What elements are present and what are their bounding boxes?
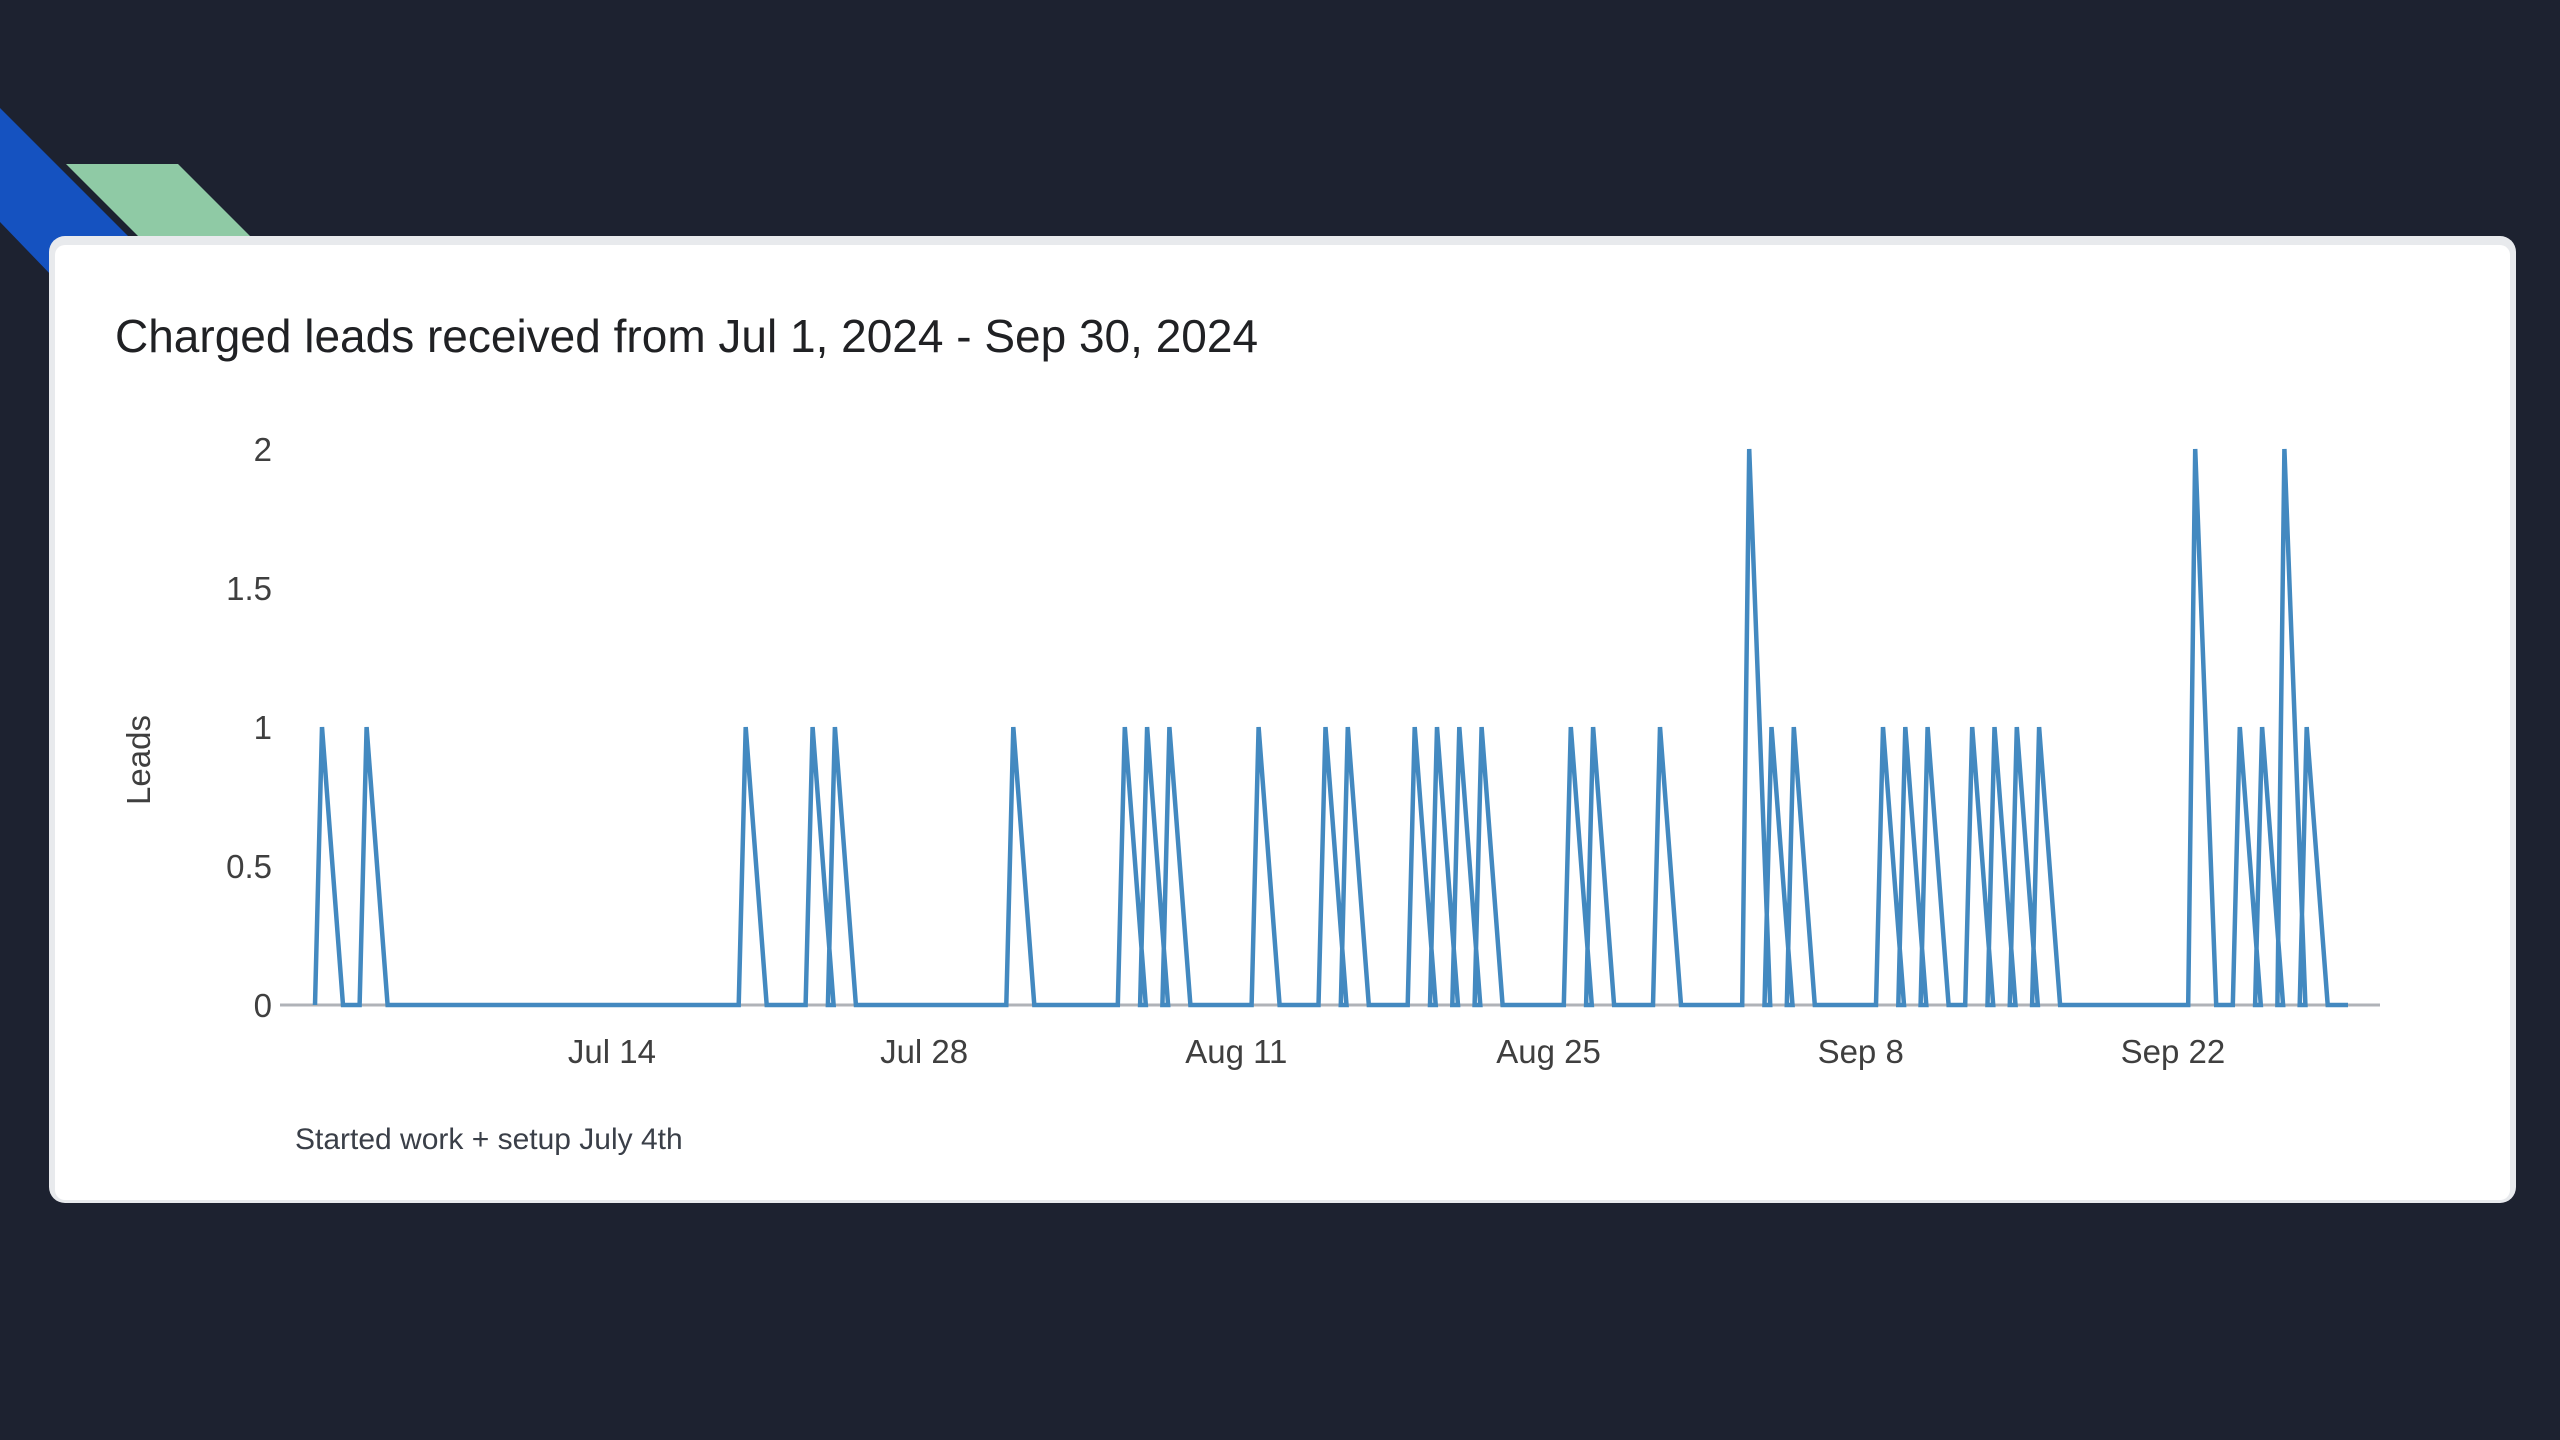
y-axis-title: Leads [120, 715, 157, 805]
x-axis-tick-label: Jul 28 [880, 1033, 968, 1070]
chart-card: Charged leads received from Jul 1, 2024 … [55, 245, 2510, 1200]
y-axis-tick-label: 2 [254, 431, 272, 468]
x-axis-tick-label: Sep 8 [1818, 1033, 1904, 1070]
x-axis-tick-label: Jul 14 [568, 1033, 656, 1070]
leads-series-line[interactable] [312, 448, 2348, 1008]
x-axis-tick-label: Aug 11 [1185, 1033, 1287, 1070]
chart-title: Charged leads received from Jul 1, 2024 … [115, 310, 1259, 362]
x-axis-tick-label: Aug 25 [1496, 1033, 1601, 1070]
y-axis-tick-label: 0.5 [226, 848, 272, 885]
y-axis-tick-label: 0 [254, 987, 272, 1024]
y-axis-tick-label: 1.5 [226, 570, 272, 607]
x-axis-tick-label: Sep 22 [2121, 1033, 2226, 1070]
annotation-note: Started work + setup July 4th [295, 1123, 683, 1156]
y-axis-tick-label: 1 [254, 709, 272, 746]
leads-line-chart: 0 0.5 1 1.5 2 Jul 14 Jul 28 Aug 11 Aug 25 Sep 8 Se… [120, 431, 2380, 1070]
